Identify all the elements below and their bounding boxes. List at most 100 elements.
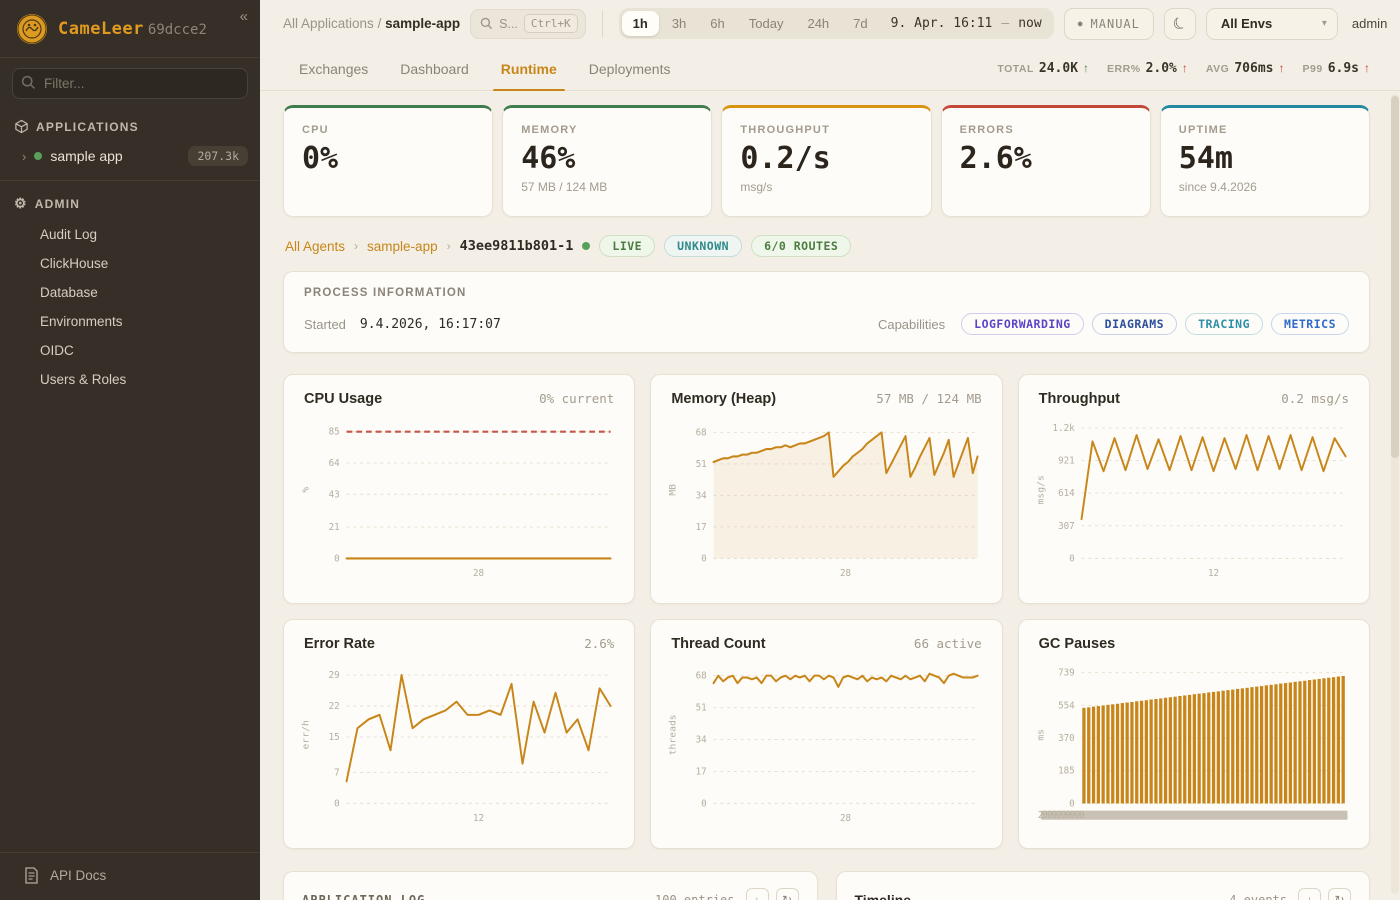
process-information-card: PROCESS INFORMATION Started 9.4.2026, 16… [283,271,1370,353]
range-1h[interactable]: 1h [621,11,659,36]
app-count-badge: 207.3k [188,146,248,166]
svg-text:51: 51 [696,702,707,713]
tab-dashboard[interactable]: Dashboard [400,60,469,77]
refresh-mode-button[interactable]: ● MANUAL [1063,7,1154,40]
svg-text:%: % [301,487,312,493]
started-value: 9.4.2026, 16:17:07 [359,316,501,332]
scrollbar-thumb[interactable] [1391,96,1399,458]
global-search[interactable]: S... Ctrl+K [470,8,586,39]
applications-section-header: APPLICATIONS [0,105,260,138]
user-menu[interactable]: admin [1351,16,1388,31]
charts-grid: CPU Usage 0% current 0 21 43 64 85 28% Memory … [283,374,1370,849]
range-3h[interactable]: 3h [661,11,697,36]
environment-select[interactable]: All Envs ▾ [1205,7,1338,40]
metric-card-uptime: UPTIME 54m since 9.4.2026 [1159,105,1370,217]
gc-pauses-chart: 0 185 370 554 739 2099999999 ms [1036,667,1348,821]
stat-avg: AVG 706ms ↑ [1205,61,1285,76]
cube-icon [15,119,28,134]
timeline-title: Timeline [854,891,912,900]
thread-count-chart-card: Thread Count 66 active 0 17 34 51 68 28 threads [650,619,1003,849]
time-range-start[interactable]: 9. Apr. 16:11 [890,16,993,31]
svg-text:0: 0 [334,798,340,809]
error-rate-chart-card: Error Rate 2.6% 0 7 15 22 29 12 err/h [283,619,636,849]
sidebar-item-users-roles[interactable]: Users & Roles [40,372,127,387]
download-icon: ↓ [754,892,760,900]
status-dot-green [582,242,591,250]
sidebar-item-clickhouse[interactable]: ClickHouse [40,256,109,271]
sidebar-item-api-docs[interactable]: API Docs [0,852,260,900]
svg-text:51: 51 [696,459,707,470]
download-button[interactable]: ↓ [1298,888,1321,900]
brand-name: CameLeer [58,19,144,39]
time-range-dash: – [1001,16,1010,31]
svg-text:12: 12 [1208,568,1219,579]
scrollbar-track [1391,94,1399,894]
sidebar-item-audit-log[interactable]: Audit Log [40,227,98,242]
memory-heap-chart: 0 17 34 51 68 28 MB [668,427,979,579]
brand-version: 69dcce2 [147,22,207,38]
tab-bar: Exchanges Dashboard Runtime Deployments … [260,47,1400,91]
metric-card-throughput: THROUGHPUT 0.2/s msg/s [721,105,932,217]
capability-logforwarding: LOGFORWARDING [961,313,1084,335]
link-sample-app[interactable]: sample-app [367,238,438,254]
stat-total: TOTAL 24.0K ↑ [997,61,1090,76]
svg-text:739: 739 [1058,667,1075,678]
stat-p99: P99 6.9s ↑ [1302,61,1371,76]
capability-metrics: METRICS [1271,313,1349,335]
chevron-right-icon: › [446,239,451,253]
svg-text:0: 0 [334,553,340,564]
svg-text:0: 0 [702,798,708,809]
error-rate-chart: 0 7 15 22 29 12 err/h [301,670,612,824]
badge-unknown: UNKNOWN [664,235,743,257]
svg-text:64: 64 [329,458,340,469]
sidebar-item-database[interactable]: Database [40,285,98,300]
svg-text:34: 34 [696,734,707,745]
search-shortcut: Ctrl+K [523,14,578,33]
application-log-title: APPLICATION LOG [302,892,426,900]
range-today[interactable]: Today [738,11,795,36]
range-7d[interactable]: 7d [842,11,878,36]
sidebar-item-sample-app[interactable]: › sample app 207.3k [0,138,260,176]
log-entries-count: 100 entries [655,892,735,900]
chevron-right-icon: › [22,148,27,164]
range-6h[interactable]: 6h [699,11,735,36]
sidebar-header: CameLeer 69dcce2 « [0,0,260,58]
svg-text:68: 68 [696,427,707,438]
sidebar-item-environments[interactable]: Environments [40,314,123,329]
breadcrumb: All Applications / sample-app [283,16,461,31]
theme-toggle-button[interactable]: ☾ [1163,7,1196,40]
svg-text:MB: MB [668,484,679,496]
timeline-events-count: 4 events [1229,892,1287,900]
range-24h[interactable]: 24h [796,11,840,36]
filter-input[interactable] [12,68,248,99]
svg-text:threads: threads [668,714,679,755]
breadcrumb-all-applications[interactable]: All Applications [283,16,374,31]
tab-exchanges[interactable]: Exchanges [299,60,369,77]
svg-text:28: 28 [840,568,851,579]
svg-text:307: 307 [1058,521,1075,532]
refresh-button[interactable]: ↻ [1328,888,1351,900]
breadcrumb-current-app: sample-app [385,16,461,31]
sidebar-item-oidc[interactable]: OIDC [40,343,74,358]
gear-icon: ⚙ [14,195,28,211]
refresh-button[interactable]: ↻ [775,888,799,900]
search-placeholder: S... [499,16,518,31]
svg-text:1.2k: 1.2k [1052,423,1074,434]
metric-card-cpu: CPU 0% [283,105,494,217]
throughput-chart-card: Throughput 0.2 msg/s 0 307 614 921 1.2k 12 msg/… [1017,374,1370,604]
time-range-end[interactable]: now [1018,16,1042,31]
agent-breadcrumb-row: All Agents › sample-app › 43ee9811b801-1… [285,235,1370,257]
sidebar-collapse-button[interactable]: « [239,8,248,25]
tab-deployments[interactable]: Deployments [588,60,671,77]
tab-runtime[interactable]: Runtime [485,47,573,91]
svg-text:34: 34 [696,490,707,501]
runtime-content: CPU 0% MEMORY 46% 57 MB / 124 MB THROUGH… [260,91,1400,900]
capabilities-group: Capabilities LOGFORWARDING DIAGRAMS TRAC… [878,313,1349,335]
bottom-row: APPLICATION LOG 100 entries ↓ ↻ Timeline… [283,871,1370,900]
svg-text:17: 17 [696,522,707,533]
download-button[interactable]: ↓ [745,888,769,900]
svg-text:921: 921 [1058,455,1075,466]
link-all-agents[interactable]: All Agents [285,238,346,254]
throughput-chart: 0 307 614 921 1.2k 12 msg/s [1036,423,1347,579]
refresh-icon: ↻ [1334,892,1345,900]
